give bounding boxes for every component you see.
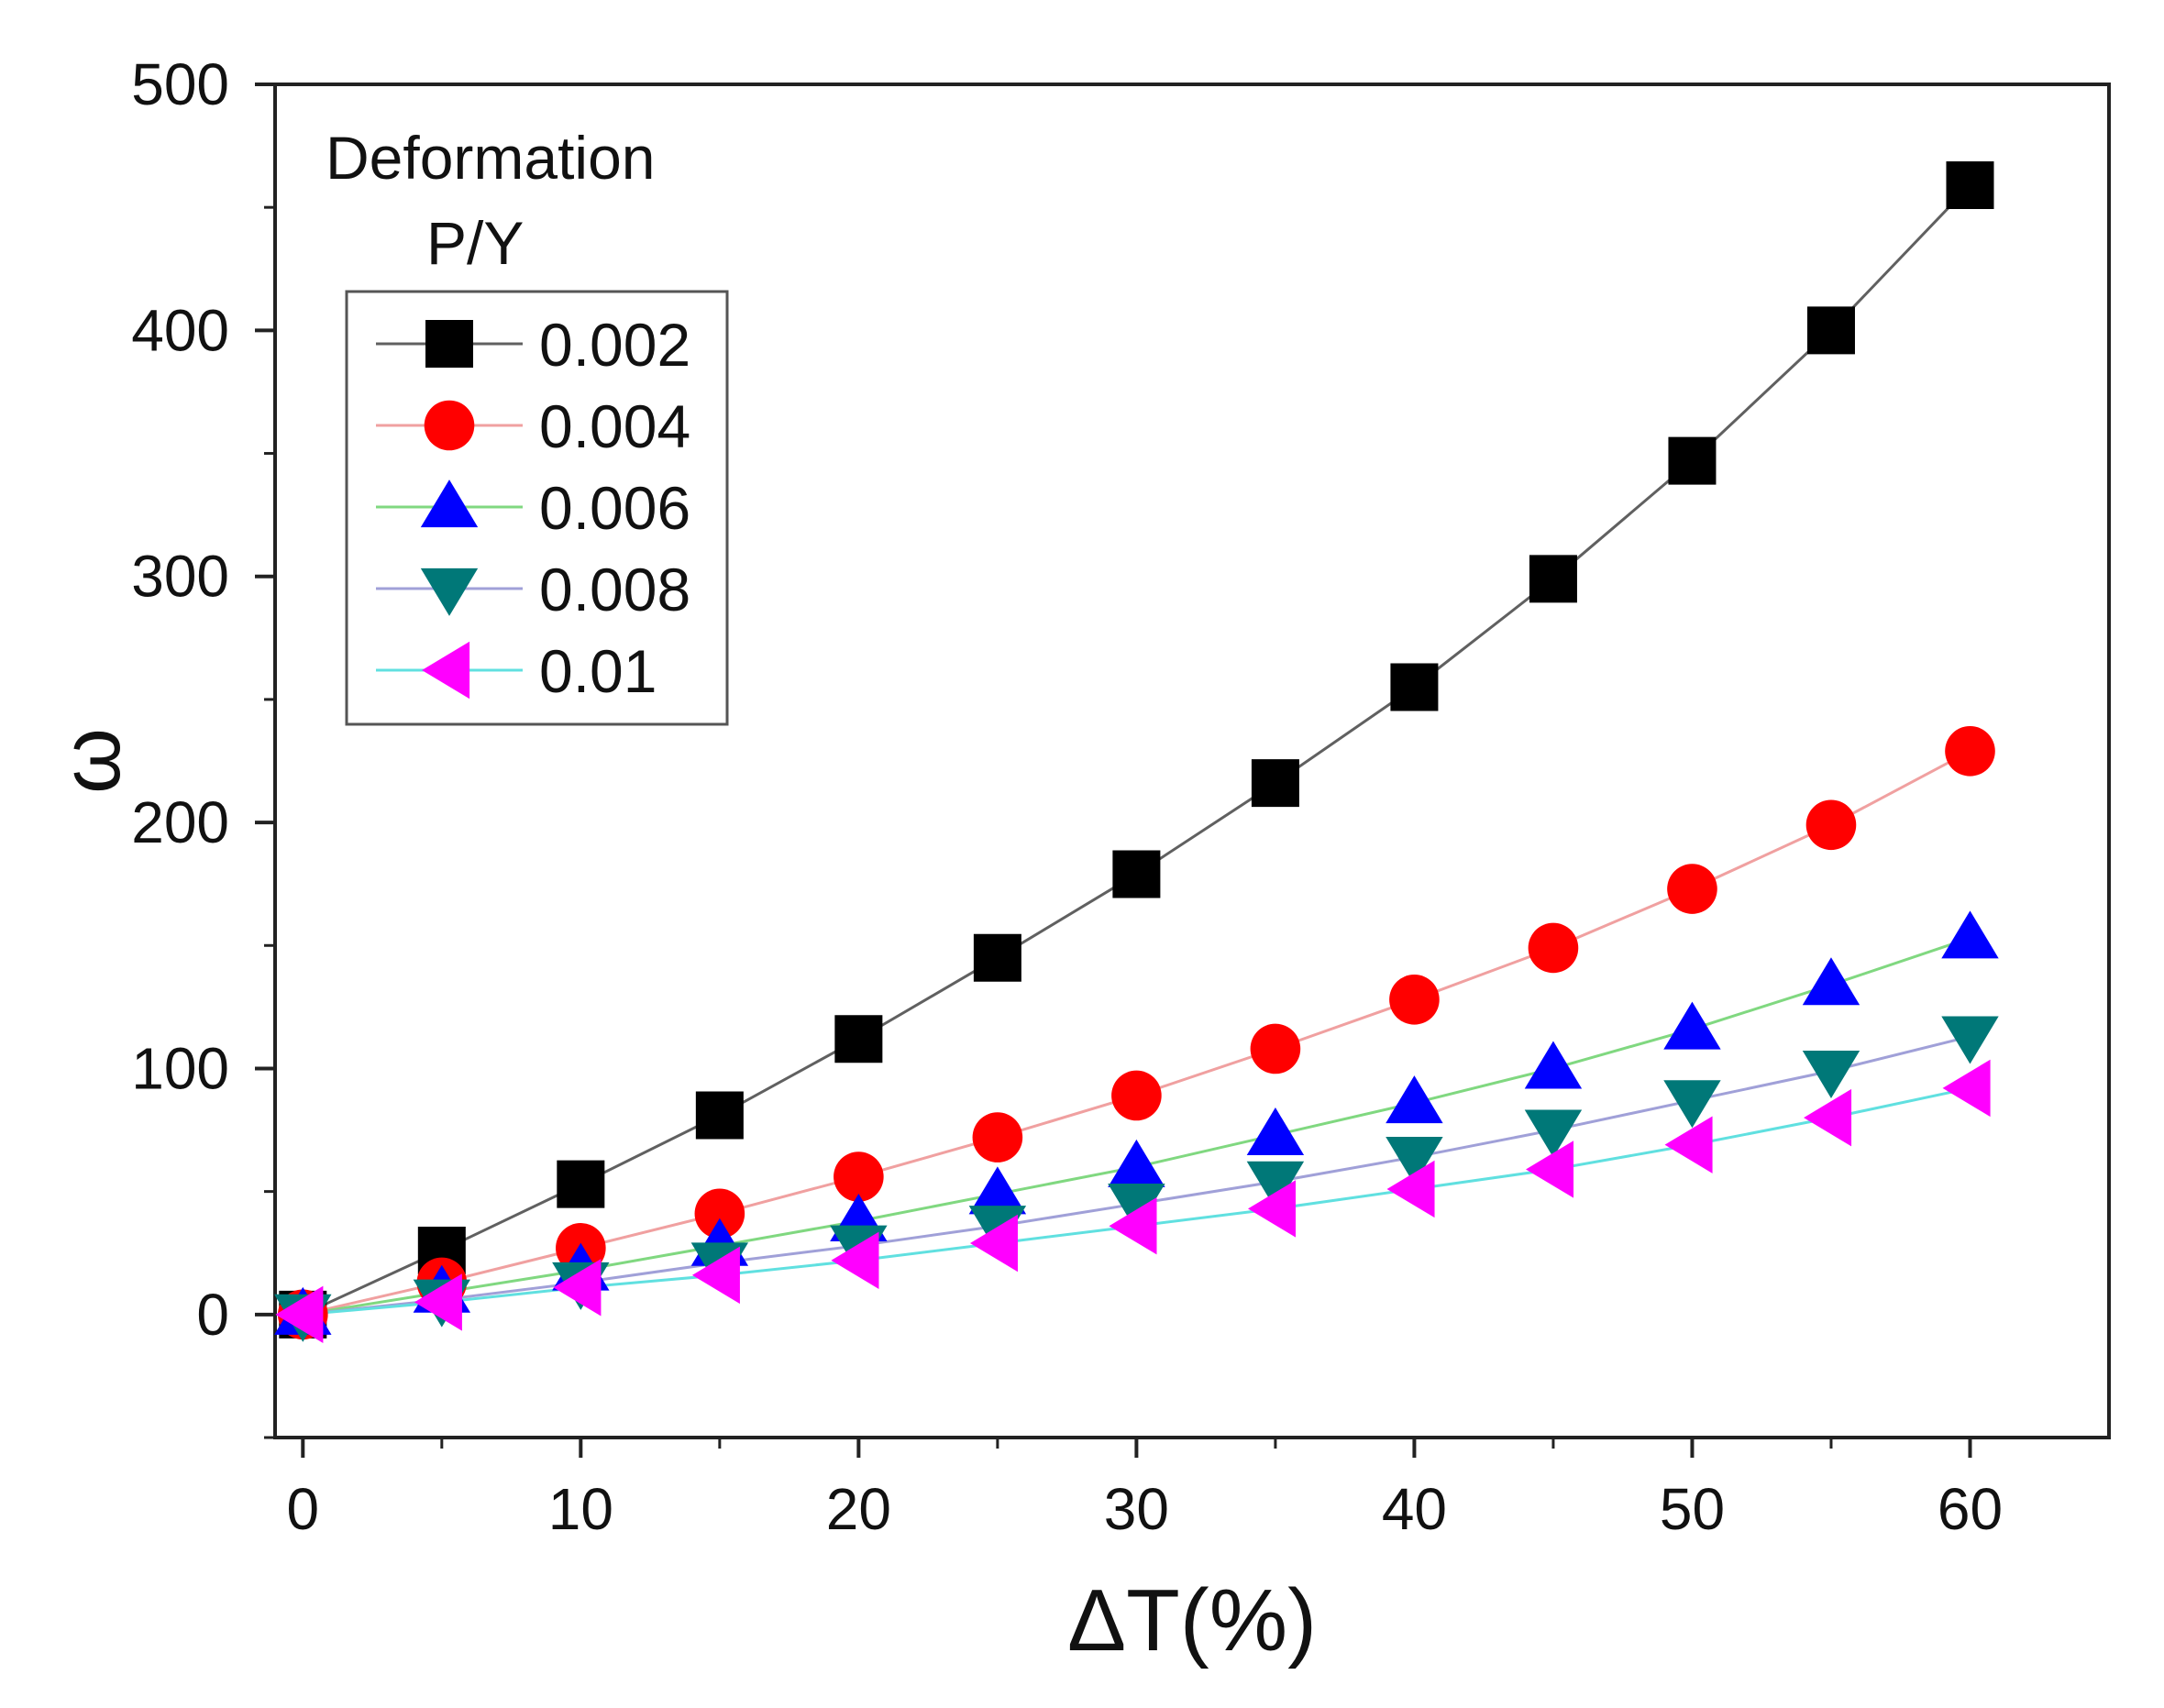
legend-label: 0.01: [539, 637, 657, 705]
y-tick-label: 500: [131, 51, 229, 117]
data-point: [1946, 161, 1994, 210]
data-point: [1528, 922, 1579, 974]
y-tick-label: 400: [131, 297, 229, 363]
legend-entry: 0.006: [376, 474, 690, 542]
data-point: [1108, 1139, 1165, 1187]
data-point: [1663, 1001, 1721, 1050]
plot-border: [273, 83, 2111, 1439]
data-point: [973, 933, 1021, 982]
data-point: [831, 1231, 879, 1289]
series-layer: [274, 161, 1999, 1344]
series-0.006: [303, 936, 1971, 1317]
legend-marker: [424, 400, 475, 451]
data-point: [1945, 725, 1995, 777]
legend-label: 0.006: [539, 474, 690, 542]
legend-label: 0.002: [539, 311, 690, 379]
legend-subheading: P/Y: [426, 209, 524, 277]
data-point: [1112, 850, 1161, 898]
data-point: [1941, 1016, 1999, 1064]
data-point: [275, 1285, 324, 1344]
legend-heading: Deformation: [326, 124, 656, 192]
data-point: [1246, 1161, 1305, 1209]
data-point: [1386, 1160, 1435, 1218]
series-markers-0.01: [275, 1059, 1991, 1344]
legend-entry: 0.008: [376, 556, 690, 623]
data-point: [1389, 975, 1440, 1025]
data-point: [1526, 1141, 1574, 1198]
legend-entry: 0.004: [376, 392, 690, 460]
data-point: [1663, 1080, 1721, 1129]
data-point: [1942, 1059, 1991, 1118]
data-point: [834, 1152, 884, 1202]
x-axis-title: ΔT(%): [1067, 1571, 1317, 1669]
legend-label: 0.008: [539, 556, 690, 623]
x-tick-label: 40: [1382, 1476, 1447, 1542]
data-point: [1250, 1023, 1301, 1074]
data-point: [1668, 436, 1717, 485]
y-tick-label: 300: [131, 544, 229, 610]
x-tick-label: 30: [1104, 1476, 1169, 1542]
plot-frame: [273, 83, 2111, 1439]
data-point: [1802, 1051, 1860, 1099]
data-point: [1802, 957, 1860, 1006]
data-point: [834, 1015, 883, 1063]
data-point: [1386, 1075, 1443, 1124]
x-tick-label: 60: [1938, 1476, 2003, 1542]
data-point: [1804, 1088, 1852, 1147]
data-point: [1524, 1041, 1583, 1089]
data-point: [1246, 1107, 1305, 1156]
legend-marker: [420, 567, 479, 616]
legend-marker: [422, 641, 470, 700]
data-point: [968, 1166, 1027, 1215]
series-markers-0.004: [278, 725, 1995, 1340]
data-point: [414, 1273, 462, 1331]
x-tick-label: 50: [1660, 1476, 1725, 1542]
data-point: [1667, 864, 1717, 914]
data-point: [1111, 1070, 1162, 1121]
data-point: [1109, 1197, 1157, 1255]
data-point: [1805, 799, 1857, 851]
x-tick-label: 0: [287, 1476, 320, 1542]
data-point: [691, 1246, 740, 1305]
axes-layer: 0 10 20 30 40 50 60 0 100 200 300 400 500: [131, 51, 2003, 1542]
y-tick-label: 200: [131, 789, 229, 855]
data-point: [1108, 1183, 1165, 1231]
data-point: [557, 1160, 605, 1208]
data-point: [969, 1214, 1018, 1273]
series-markers-0.006: [274, 910, 1999, 1335]
data-point: [553, 1259, 602, 1317]
legend-marker: [420, 479, 479, 528]
x-tick-label: 20: [826, 1476, 891, 1542]
data-point: [695, 1091, 744, 1140]
legend-label: 0.004: [539, 392, 690, 460]
data-point: [1386, 1136, 1443, 1185]
data-point: [1664, 1116, 1713, 1174]
y-tick-label: 100: [131, 1035, 229, 1101]
series-line: [303, 936, 1971, 1317]
data-point: [1524, 1109, 1583, 1158]
x-tick-label: 10: [548, 1476, 613, 1542]
data-point: [1248, 1180, 1297, 1238]
data-point: [972, 1112, 1023, 1163]
y-tick-label: 0: [196, 1282, 229, 1348]
legend-entry: 0.01: [376, 637, 657, 705]
data-point: [1941, 910, 1999, 959]
legend: Deformation P/Y0.002 0.004 0.006 0.008 0.01: [326, 124, 729, 726]
data-point: [1529, 555, 1577, 603]
data-point: [1251, 759, 1299, 808]
legend-marker: [425, 320, 473, 368]
y-axis-title: ω: [44, 728, 138, 794]
data-point: [1390, 663, 1439, 711]
legend-entry: 0.002: [376, 311, 690, 379]
data-point: [1806, 306, 1855, 355]
data-point: [694, 1188, 745, 1240]
